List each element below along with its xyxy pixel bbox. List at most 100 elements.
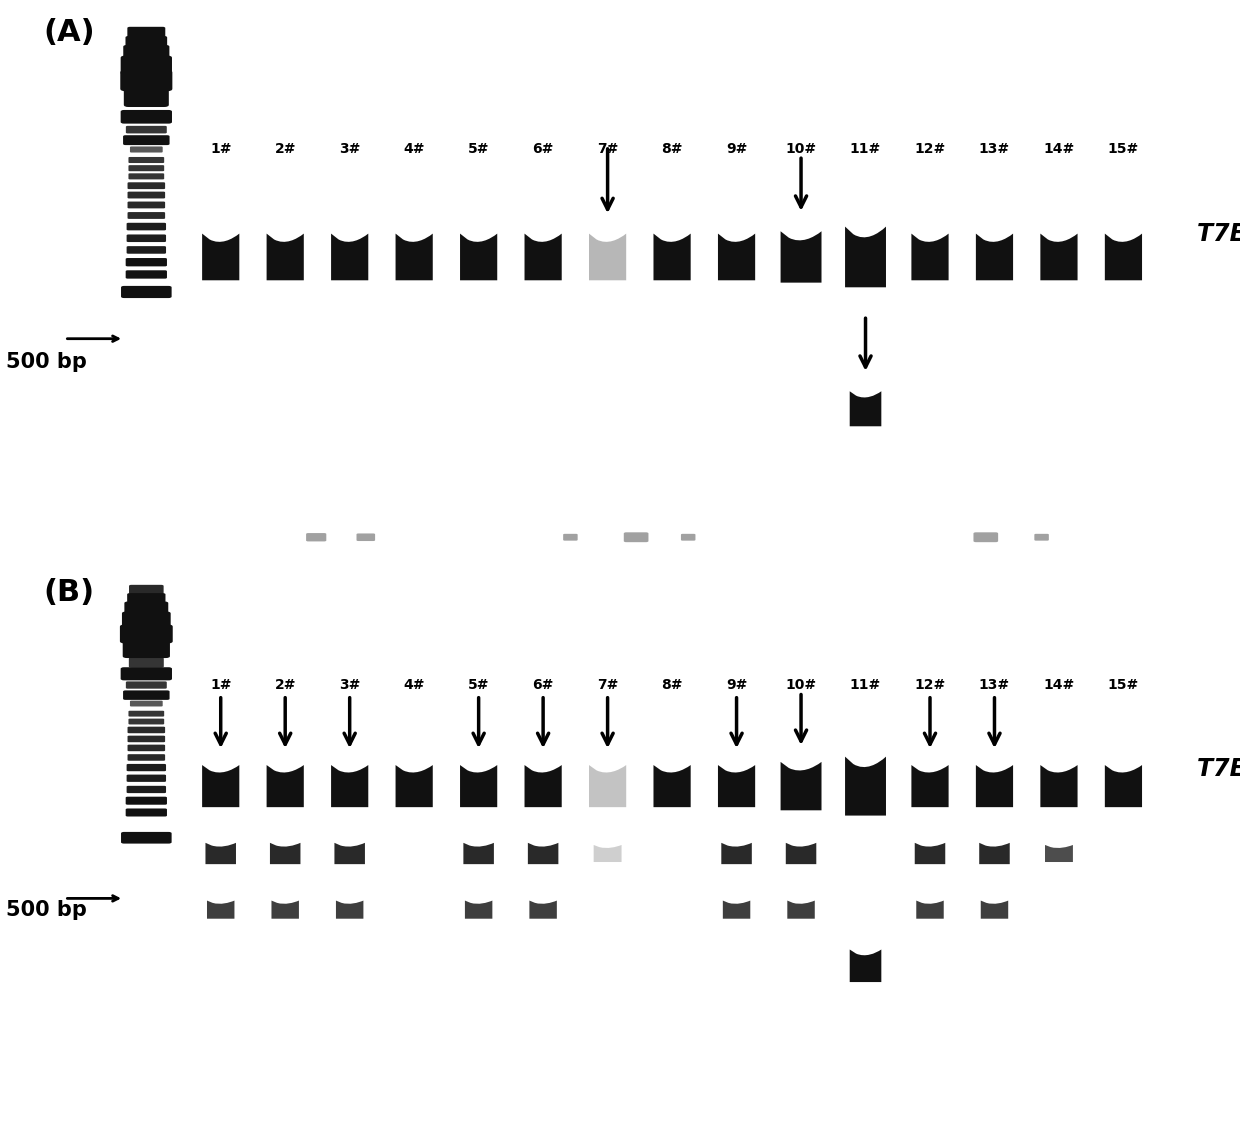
Text: 13#: 13# (978, 141, 1011, 156)
Text: 2#: 2# (274, 141, 296, 156)
PathPatch shape (653, 234, 691, 281)
FancyBboxPatch shape (122, 832, 171, 843)
Text: 14#: 14# (1043, 141, 1075, 156)
PathPatch shape (270, 842, 300, 865)
Text: 10#: 10# (785, 141, 817, 156)
Text: T7EI -: T7EI - (1197, 221, 1240, 246)
PathPatch shape (1105, 765, 1142, 807)
FancyBboxPatch shape (120, 55, 172, 75)
PathPatch shape (718, 234, 755, 281)
Text: 6#: 6# (532, 141, 554, 156)
Text: 3#: 3# (339, 678, 361, 692)
PathPatch shape (786, 842, 816, 865)
Text: 3#: 3# (339, 141, 361, 156)
FancyBboxPatch shape (126, 126, 166, 134)
Text: 9#: 9# (725, 678, 748, 692)
FancyBboxPatch shape (624, 532, 649, 542)
PathPatch shape (722, 842, 751, 865)
Text: 9#: 9# (725, 141, 748, 156)
PathPatch shape (787, 901, 815, 919)
FancyBboxPatch shape (130, 701, 162, 706)
FancyBboxPatch shape (563, 533, 578, 540)
FancyBboxPatch shape (128, 593, 165, 604)
FancyBboxPatch shape (126, 764, 166, 772)
PathPatch shape (464, 842, 494, 865)
FancyBboxPatch shape (123, 45, 170, 61)
FancyBboxPatch shape (126, 682, 166, 688)
FancyBboxPatch shape (125, 258, 167, 266)
Text: (B): (B) (43, 578, 94, 608)
FancyBboxPatch shape (128, 201, 165, 209)
Text: 500 bp: 500 bp (6, 351, 87, 372)
FancyBboxPatch shape (125, 271, 167, 279)
PathPatch shape (849, 391, 882, 427)
PathPatch shape (980, 842, 1009, 865)
PathPatch shape (267, 765, 304, 807)
Text: 500 bp: 500 bp (6, 900, 87, 920)
PathPatch shape (976, 765, 1013, 807)
FancyBboxPatch shape (120, 70, 172, 91)
PathPatch shape (207, 901, 234, 919)
FancyBboxPatch shape (129, 165, 164, 171)
FancyBboxPatch shape (128, 755, 165, 760)
PathPatch shape (718, 765, 755, 807)
FancyBboxPatch shape (128, 727, 165, 733)
Text: 7#: 7# (596, 141, 619, 156)
FancyBboxPatch shape (126, 775, 166, 782)
PathPatch shape (976, 234, 1013, 281)
FancyBboxPatch shape (124, 602, 169, 614)
Text: 12#: 12# (914, 678, 946, 692)
Text: (A): (A) (43, 18, 95, 46)
Text: 8#: 8# (661, 678, 683, 692)
PathPatch shape (272, 901, 299, 919)
FancyBboxPatch shape (128, 212, 165, 219)
Text: 4#: 4# (403, 141, 425, 156)
FancyBboxPatch shape (681, 533, 696, 540)
PathPatch shape (202, 765, 239, 807)
FancyBboxPatch shape (128, 27, 165, 37)
FancyBboxPatch shape (129, 711, 164, 716)
FancyBboxPatch shape (129, 173, 164, 180)
FancyBboxPatch shape (129, 157, 164, 163)
FancyBboxPatch shape (306, 533, 326, 541)
PathPatch shape (396, 234, 433, 281)
Text: 5#: 5# (467, 678, 490, 692)
FancyBboxPatch shape (126, 222, 166, 230)
PathPatch shape (1040, 234, 1078, 281)
PathPatch shape (335, 842, 365, 865)
PathPatch shape (653, 765, 691, 807)
PathPatch shape (1045, 844, 1073, 862)
Text: 5#: 5# (467, 141, 490, 156)
FancyBboxPatch shape (122, 286, 171, 298)
PathPatch shape (525, 234, 562, 281)
PathPatch shape (460, 765, 497, 807)
FancyBboxPatch shape (357, 533, 374, 541)
Text: 1#: 1# (210, 141, 232, 156)
PathPatch shape (1105, 234, 1142, 281)
FancyBboxPatch shape (125, 809, 167, 816)
FancyBboxPatch shape (130, 146, 162, 153)
FancyBboxPatch shape (128, 182, 165, 189)
PathPatch shape (331, 765, 368, 807)
Text: 4#: 4# (403, 678, 425, 692)
FancyBboxPatch shape (120, 667, 172, 681)
PathPatch shape (465, 901, 492, 919)
FancyBboxPatch shape (124, 88, 169, 107)
FancyBboxPatch shape (128, 745, 165, 751)
PathPatch shape (916, 901, 944, 919)
PathPatch shape (723, 901, 750, 919)
PathPatch shape (846, 757, 885, 815)
PathPatch shape (267, 234, 304, 281)
PathPatch shape (1040, 765, 1078, 807)
Text: 15#: 15# (1107, 678, 1140, 692)
Text: 11#: 11# (849, 678, 882, 692)
PathPatch shape (981, 901, 1008, 919)
FancyBboxPatch shape (126, 246, 166, 254)
FancyBboxPatch shape (120, 624, 172, 643)
FancyBboxPatch shape (125, 36, 167, 48)
Text: T7EI +: T7EI + (1197, 757, 1240, 782)
PathPatch shape (202, 234, 239, 281)
FancyBboxPatch shape (126, 235, 166, 243)
Text: 11#: 11# (849, 141, 882, 156)
FancyBboxPatch shape (125, 796, 167, 805)
